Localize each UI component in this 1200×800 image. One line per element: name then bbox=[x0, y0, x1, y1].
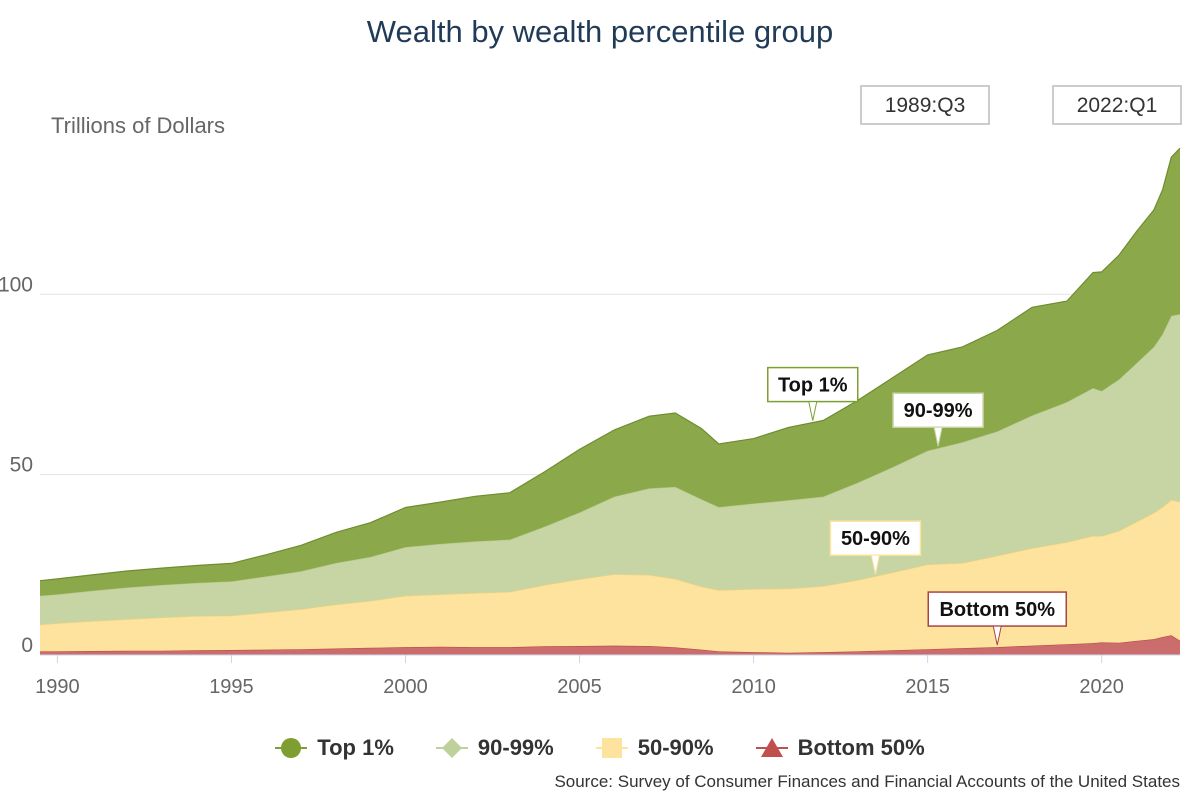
chart-plot: 0 50 100 1990 1995 2000 2005 2010 2015 2020 Top 1%… bbox=[0, 147, 1181, 698]
annotation-pointer bbox=[808, 401, 818, 421]
legend-label-50-90: 50-90% bbox=[637, 735, 714, 760]
area-bottom-50- bbox=[40, 635, 1180, 655]
x-tick-label: 2015 bbox=[905, 676, 950, 698]
annotation-label: Top 1% bbox=[778, 375, 848, 397]
legend-label-90-99: 90-99% bbox=[477, 735, 554, 760]
annotation-box bbox=[829, 520, 922, 556]
annotation-label: Bottom 50% bbox=[939, 599, 1055, 621]
range-start-input[interactable]: 1989:Q3 bbox=[860, 85, 990, 125]
area-50-90- bbox=[40, 499, 1180, 653]
legend-square-icon bbox=[595, 738, 628, 758]
legend-item-90-99[interactable]: 90-99% bbox=[435, 735, 554, 761]
annotation-pointer bbox=[992, 625, 1002, 646]
source-note: Source: Survey of Consumer Finances and … bbox=[554, 772, 1180, 791]
y-tick-label: 100 bbox=[0, 273, 33, 296]
annotation-label: 90-99% bbox=[904, 400, 973, 422]
legend-item-top1[interactable]: Top 1% bbox=[275, 735, 394, 761]
series-line bbox=[39, 147, 1181, 582]
annotation-label: 50-90% bbox=[841, 528, 910, 550]
x-tick-label: 2020 bbox=[1079, 676, 1124, 698]
y-tick-label: 0 bbox=[21, 634, 33, 657]
legend-circle-icon bbox=[275, 738, 308, 758]
x-tick-label: 2000 bbox=[383, 676, 428, 698]
legend-triangle-icon bbox=[755, 738, 788, 757]
area-top-1- bbox=[40, 148, 1180, 596]
legend-item-50-90[interactable]: 50-90% bbox=[595, 735, 714, 761]
legend: Top 1% 90-99% 50-90% Bottom 50% bbox=[0, 730, 1200, 766]
chart-title: Wealth by wealth percentile group bbox=[366, 14, 834, 49]
annotation-box bbox=[767, 366, 859, 403]
annotation-box bbox=[892, 392, 984, 428]
annotation-pointer bbox=[870, 554, 881, 575]
legend-label-top1: Top 1% bbox=[317, 735, 394, 760]
legend-label-bottom50: Bottom 50% bbox=[797, 735, 925, 760]
range-end-input[interactable]: 2022:Q1 bbox=[1052, 85, 1182, 125]
annotation-box bbox=[927, 591, 1068, 627]
y-axis-unit-label: Trillions of Dollars bbox=[51, 113, 226, 138]
legend-diamond-icon bbox=[435, 738, 468, 758]
x-tick-label: 2005 bbox=[557, 676, 602, 698]
legend-item-bottom50[interactable]: Bottom 50% bbox=[755, 735, 925, 761]
x-tick-label: 1995 bbox=[209, 676, 254, 698]
x-tick-label: 2010 bbox=[731, 676, 776, 698]
y-tick-label: 50 bbox=[10, 454, 33, 477]
annotation-pointer bbox=[933, 426, 943, 447]
x-tick-label: 1990 bbox=[35, 676, 80, 698]
